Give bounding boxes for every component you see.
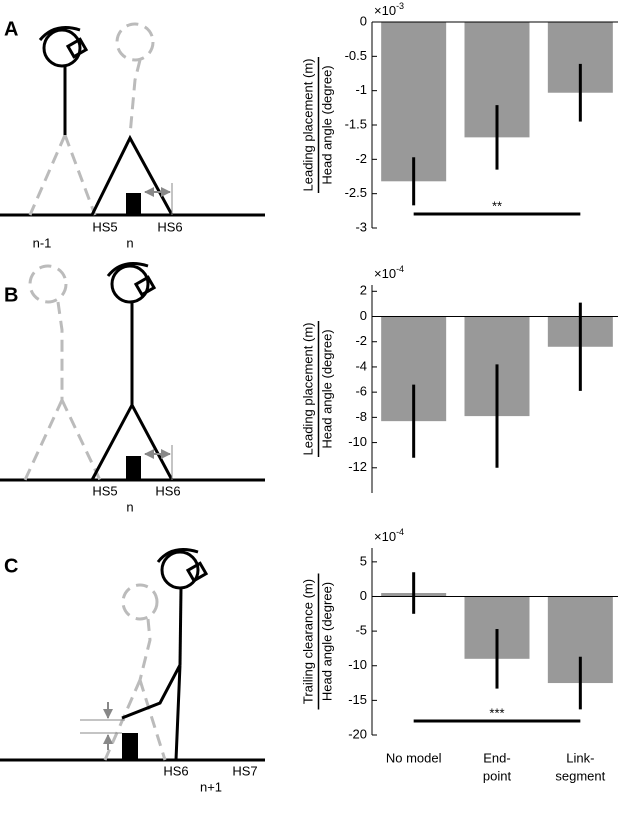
- x-tick-label: Link-: [566, 750, 594, 765]
- panel-letter: A: [4, 18, 18, 40]
- diagram-c: C HS6 HS7 n+1: [0, 548, 265, 794]
- panel-letter: C: [4, 555, 18, 577]
- axis-multiplier: ×10-4: [374, 264, 404, 281]
- axis-multiplier: ×10-4: [374, 527, 404, 544]
- multiplier-base: ×10: [374, 3, 396, 18]
- y-axis-label: Leading placement (m): [300, 323, 315, 456]
- y-tick-label: 0: [360, 308, 367, 323]
- y-axis-label: Trailing clearance (m): [300, 579, 315, 704]
- y-tick-label: -10: [348, 657, 367, 672]
- y-tick-label: -6: [355, 384, 367, 399]
- step-label: HS5: [92, 219, 117, 234]
- bar: [381, 22, 447, 182]
- multiplier-exponent: -4: [396, 527, 404, 537]
- y-tick-label: -1: [355, 82, 367, 97]
- y-tick-label: -2: [355, 151, 367, 166]
- step-label: HS5: [92, 483, 117, 498]
- y-axis-label: Leading placement (m): [300, 59, 315, 192]
- y-axis-label: Head angle (degree): [319, 582, 334, 701]
- y-tick-label: 0: [360, 588, 367, 603]
- panel-letter: B: [4, 284, 18, 306]
- y-tick-label: -15: [348, 692, 367, 707]
- y-axis-label: Head angle (degree): [319, 329, 334, 448]
- y-axis-label: Head angle (degree): [319, 65, 334, 184]
- significance-label: **: [492, 198, 502, 213]
- multiplier-exponent: -4: [396, 264, 404, 274]
- multiplier-exponent: -3: [396, 1, 404, 11]
- y-tick-label: 2: [360, 283, 367, 298]
- y-tick-label: -8: [355, 409, 367, 424]
- y-tick-label: 0: [360, 13, 367, 28]
- y-tick-label: -2: [355, 333, 367, 348]
- step-label: HS6: [163, 763, 188, 778]
- significance-label: ***: [489, 705, 504, 720]
- y-tick-label: -5: [355, 623, 367, 638]
- step-label: HS7: [232, 763, 257, 778]
- y-tick-label: 5: [360, 553, 367, 568]
- multiplier-base: ×10: [374, 529, 396, 544]
- diagram-a: A HS5 HS6 n-1 n: [0, 18, 265, 250]
- y-tick-label: -3: [355, 219, 367, 234]
- step-label: n+1: [200, 779, 222, 794]
- step-label: HS6: [157, 219, 182, 234]
- y-tick-label: -10: [348, 434, 367, 449]
- step-label: n-1: [33, 235, 52, 250]
- x-tick-label: End-: [483, 750, 510, 765]
- y-tick-label: -4: [355, 358, 367, 373]
- step-label: HS6: [155, 483, 180, 498]
- y-tick-label: -0.5: [345, 48, 367, 63]
- y-tick-label: -2.5: [345, 185, 367, 200]
- x-tick-label: segment: [555, 768, 605, 783]
- y-tick-label: -12: [348, 459, 367, 474]
- step-label: n: [126, 499, 133, 514]
- diagram-b: B HS5 HS6 n: [0, 262, 265, 514]
- x-tick-label: point: [483, 768, 512, 783]
- multiplier-base: ×10: [374, 266, 396, 281]
- step-label: n: [126, 235, 133, 250]
- x-tick-label: No model: [386, 750, 442, 765]
- axis-multiplier: ×10-3: [374, 1, 404, 18]
- y-tick-label: -20: [348, 726, 367, 741]
- y-tick-label: -1.5: [345, 116, 367, 131]
